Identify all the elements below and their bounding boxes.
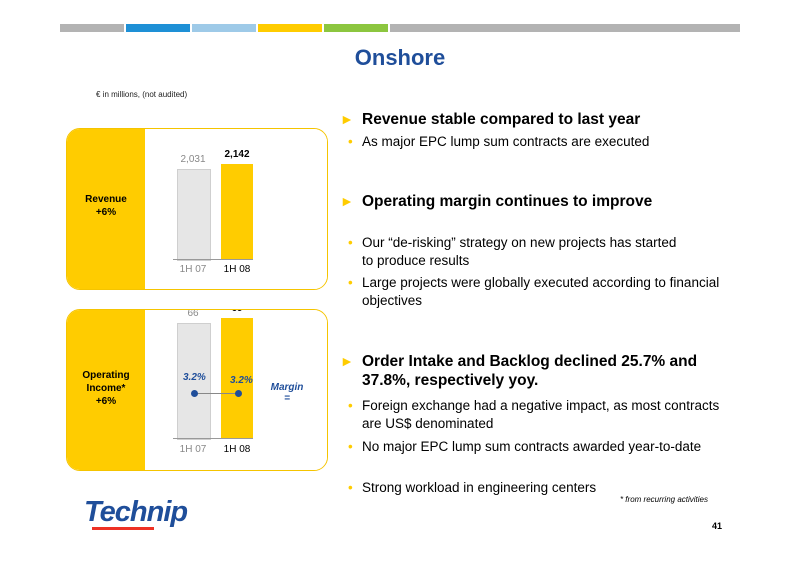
revenue-band [67, 129, 145, 289]
section-3-bullet-3-text: Strong workload in engineering centers [362, 480, 597, 495]
operating-label-line2: Income* [86, 383, 126, 394]
section-2-bullet-1: • Our “de-risking” strategy on new projec… [348, 216, 692, 270]
topbar-seg-2 [126, 24, 190, 32]
section-3-heading: ► Order Intake and Backlog declined 25.7%… [340, 352, 740, 390]
margin-label-line2: = [284, 393, 290, 404]
bullet-dot-icon: • [348, 439, 353, 454]
page-number: 41 [711, 521, 722, 531]
bullet-dot-icon: • [348, 480, 353, 495]
operating-label-line3: +6% [95, 396, 117, 407]
bullet-dot-icon: • [348, 398, 353, 413]
operating-cat-1h08: 1H 08 [223, 444, 251, 455]
operating-value-1h08: 69 [217, 310, 257, 314]
arrow-bullet-icon: ► [340, 193, 354, 209]
arrow-bullet-icon: ► [340, 111, 354, 127]
margin-dot-1h07 [191, 390, 198, 397]
section-1-bullet-1-text: As major EPC lump sum contracts are exec… [362, 134, 650, 149]
revenue-value-1h07: 2,031 [180, 154, 206, 165]
margin-value-1h08: 3.2% [230, 375, 253, 386]
section-2-bullet-2-text: Large projects were globally executed ac… [362, 275, 720, 308]
section-1-heading: ► Revenue stable compared to last year [340, 110, 740, 129]
section-3-bullet-2: • No major EPC lump sum contracts awarded… [348, 438, 722, 456]
operating-cat-1h07: 1H 07 [179, 444, 207, 455]
footnote: * from recurring activities [619, 495, 708, 504]
operating-bar-1h08 [221, 318, 253, 438]
page-title: Onshore [354, 45, 446, 70]
logo-underline [92, 527, 154, 530]
section-3-bullet-1: • Foreign exchange had a negative impact,… [348, 397, 732, 433]
topbar-seg-1 [60, 24, 124, 32]
section-3-bullet-1-text: Foreign exchange had a negative impact, … [362, 398, 720, 431]
revenue-label-line1: Revenue [85, 194, 127, 205]
operating-label: Operating Income* +6% [67, 369, 145, 408]
topbar-seg-5 [324, 24, 388, 32]
operating-label-line1: Operating [82, 370, 130, 381]
topbar-seg-6 [390, 24, 740, 32]
bullet-dot-icon: • [348, 275, 353, 290]
margin-dot-1h08 [235, 390, 242, 397]
section-2-bullet-2: • Large projects were globally executed a… [348, 274, 732, 310]
topbar-seg-3 [192, 24, 256, 32]
arrow-bullet-icon: ► [340, 353, 354, 369]
section-3-heading-text: Order Intake and Backlog declined 25.7% … [362, 353, 698, 389]
margin-label: Margin = [267, 382, 307, 404]
operating-income-panel: Operating Income* +6% 66 69 3.2% 3.2% Ma… [66, 309, 328, 471]
top-color-bar [60, 24, 740, 32]
revenue-bar-1h08 [221, 164, 253, 259]
section-3-bullet-3: • Strong workload in engineering centers [348, 479, 732, 497]
section-2-bullet-1-text: Our “de-risking” strategy on new project… [362, 235, 677, 268]
topbar-seg-4 [258, 24, 322, 32]
revenue-label: Revenue +6% [67, 193, 145, 219]
revenue-panel: Revenue +6% 2,031 2,142 1H 07 1H 08 [66, 128, 328, 290]
section-1-heading-text: Revenue stable compared to last year [362, 111, 641, 128]
operating-band [67, 310, 145, 470]
operating-bar-1h07 [177, 323, 211, 440]
operating-value-1h07: 66 [187, 309, 199, 319]
section-2-heading: ► Operating margin continues to improve [340, 192, 740, 211]
bullet-dot-icon: • [348, 235, 353, 250]
revenue-baseline [173, 259, 253, 260]
revenue-cat-1h07: 1H 07 [179, 264, 207, 275]
revenue-cat-1h08: 1H 08 [223, 264, 251, 275]
margin-value-1h07: 3.2% [183, 372, 206, 383]
operating-baseline [173, 438, 253, 439]
margin-connector-line [195, 393, 237, 394]
section-1-bullet-1: • As major EPC lump sum contracts are exe… [348, 133, 732, 151]
revenue-label-line2: +6% [95, 207, 117, 218]
revenue-value-1h08: 2,142 [224, 149, 250, 160]
units-note: € in millions, (not audited) [96, 90, 188, 99]
section-2-heading-text: Operating margin continues to improve [362, 193, 653, 210]
revenue-bar-1h07 [177, 169, 211, 261]
technip-logo: Technip [84, 496, 188, 528]
section-3-bullet-2-text: No major EPC lump sum contracts awarded … [362, 439, 702, 454]
bullet-dot-icon: • [348, 134, 353, 149]
margin-label-line1: Margin [270, 382, 304, 393]
